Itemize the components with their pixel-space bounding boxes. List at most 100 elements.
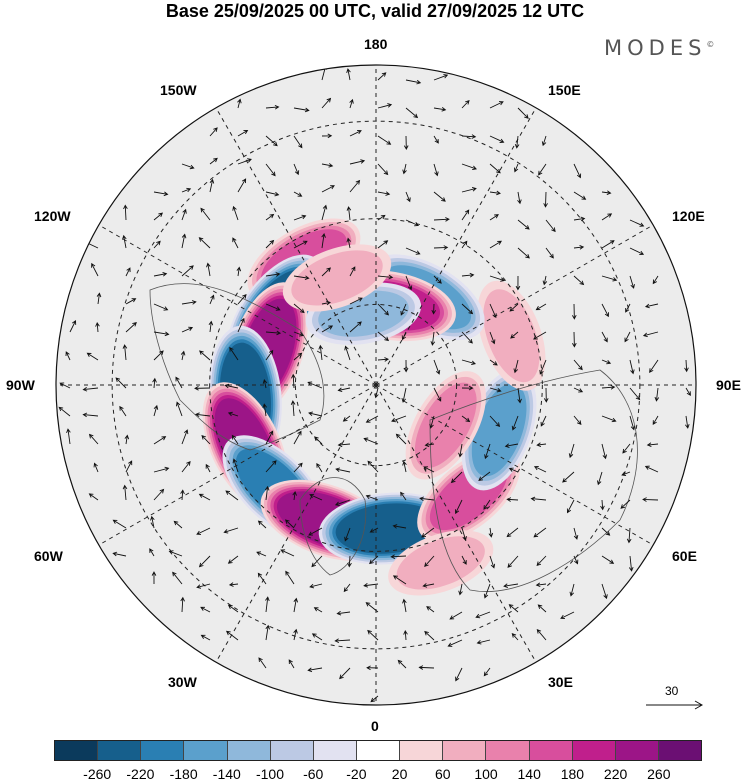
- meridian-line: [375, 224, 654, 386]
- wind-arrow-icon: [125, 321, 137, 333]
- wind-arrow-icon: [265, 135, 278, 147]
- wind-arrow-icon: [346, 237, 351, 249]
- wind-arrow-icon: [511, 633, 519, 641]
- wind-arrow-icon: [339, 667, 351, 680]
- wind-arrow-icon: [405, 191, 411, 203]
- wind-arrow-icon: [149, 548, 155, 557]
- colorbar-swatch: [443, 741, 487, 760]
- wind-arrow-icon: [545, 219, 556, 233]
- wind-arrow-icon: [343, 583, 351, 593]
- map-title: Base 25/09/2025 00 UTC, valid 27/09/2025…: [165, 1, 585, 21]
- wind-arrow-icon: [198, 237, 211, 249]
- wind-arrow-icon: [545, 247, 554, 259]
- wind-arrow-icon: [363, 437, 379, 445]
- wind-arrow-icon: [173, 520, 183, 529]
- wind-arrow-icon: [403, 630, 408, 641]
- wind-arrow-icon: [377, 191, 391, 196]
- wind-arrow-icon: [265, 624, 271, 641]
- wind-arrow-icon: [455, 667, 463, 682]
- wind-arrow-icon: [225, 630, 239, 641]
- meridian-line: [375, 384, 537, 663]
- negative-anomaly-contour: [471, 383, 527, 477]
- wind-arrow-icon: [119, 405, 127, 417]
- wind-arrow-icon: [489, 359, 498, 366]
- wind-arrow-icon: [265, 430, 274, 445]
- wind-arrow-icon: [400, 303, 407, 316]
- wind-arrow-icon: [506, 497, 519, 502]
- wind-arrow-icon: [349, 159, 366, 165]
- wind-arrow-icon: [461, 385, 474, 391]
- wind-arrow-icon: [629, 359, 635, 375]
- wind-arrow-icon: [601, 583, 608, 600]
- meridian-line: [375, 107, 537, 386]
- wind-arrow-icon: [629, 219, 645, 227]
- wind-arrow-icon: [153, 488, 165, 501]
- wind-arrow-icon: [422, 583, 435, 588]
- wind-arrow-icon: [237, 178, 247, 193]
- wind-arrow-icon: [86, 352, 99, 361]
- wind-arrow-icon: [265, 460, 277, 473]
- lon-label-60w: 60W: [34, 548, 63, 564]
- wind-arrow-icon: [201, 434, 211, 445]
- colorbar-tick-label: -20: [346, 766, 367, 782]
- lon-label-180: 180: [364, 36, 388, 52]
- wind-arrow-icon: [175, 376, 183, 389]
- wind-arrow-icon: [513, 163, 519, 173]
- colorbar-tick-label: -260: [83, 766, 112, 782]
- wind-arrow-icon: [209, 157, 218, 165]
- wind-arrow-icon: [181, 233, 187, 249]
- wind-arrow-icon: [601, 385, 616, 390]
- wind-arrow-icon: [206, 262, 211, 277]
- wind-arrow-icon: [433, 74, 449, 81]
- wind-arrow-icon: [601, 240, 615, 249]
- wind-arrow-icon: [344, 345, 351, 361]
- wind-arrow-icon: [423, 466, 435, 473]
- wind-arrow-icon: [308, 527, 323, 536]
- wind-arrow-icon: [476, 639, 491, 645]
- colorbar-tick-label: -60: [303, 766, 324, 782]
- colorbar-swatch: [572, 741, 616, 760]
- wind-arrow-icon: [540, 415, 547, 427]
- colorbar-tick-label: 220: [603, 766, 628, 782]
- lon-label-30w: 30W: [168, 674, 197, 690]
- wind-arrow-icon: [321, 97, 332, 109]
- wind-arrow-icon: [573, 245, 585, 250]
- wind-arrow-icon: [489, 214, 499, 221]
- colorbar-swatch: [313, 741, 357, 760]
- colorbar-tick-label: 140: [517, 766, 541, 782]
- wind-arrow-icon: [175, 401, 183, 417]
- wind-arrow-icon: [152, 377, 157, 389]
- wind-arrow-icon: [573, 191, 587, 200]
- wind-arrow-icon: [209, 294, 215, 305]
- meridian-line: [98, 384, 377, 546]
- wind-arrow-icon: [601, 359, 612, 365]
- colorbar: [54, 740, 702, 761]
- wind-arrow-icon: [153, 350, 164, 361]
- wind-arrow-icon: [311, 555, 323, 568]
- wind-arrow-icon: [336, 610, 351, 616]
- wind-arrow-icon: [488, 527, 494, 538]
- wind-arrow-icon: [483, 667, 491, 677]
- map-border: [55, 64, 697, 706]
- wind-arrow-icon: [489, 275, 506, 282]
- wind-arrow-icon: [153, 331, 170, 337]
- wind-arrow-icon: [535, 303, 547, 311]
- colorbar-swatch: [270, 741, 314, 760]
- wind-arrow-icon: [367, 629, 379, 641]
- wind-arrow-icon: [483, 583, 491, 599]
- wind-arrow-icon: [334, 638, 351, 644]
- wind-arrow-icon: [533, 331, 547, 340]
- wind-arrow-icon: [95, 322, 100, 333]
- wind-arrow-icon: [652, 275, 659, 285]
- wind-arrow-icon: [153, 240, 161, 249]
- wind-arrow-icon: [265, 303, 281, 311]
- wind-arrow-icon: [65, 351, 71, 361]
- modes-logo: MODES©: [604, 36, 714, 60]
- wind-arrow-icon: [644, 465, 659, 473]
- wind-arrow-icon: [461, 272, 475, 278]
- wind-arrow-icon: [153, 466, 170, 473]
- wind-arrow-icon: [403, 135, 409, 150]
- wind-arrow-icon: [644, 303, 659, 309]
- wind-arrow-icon: [573, 555, 579, 565]
- wind-arrow-icon: [515, 275, 521, 291]
